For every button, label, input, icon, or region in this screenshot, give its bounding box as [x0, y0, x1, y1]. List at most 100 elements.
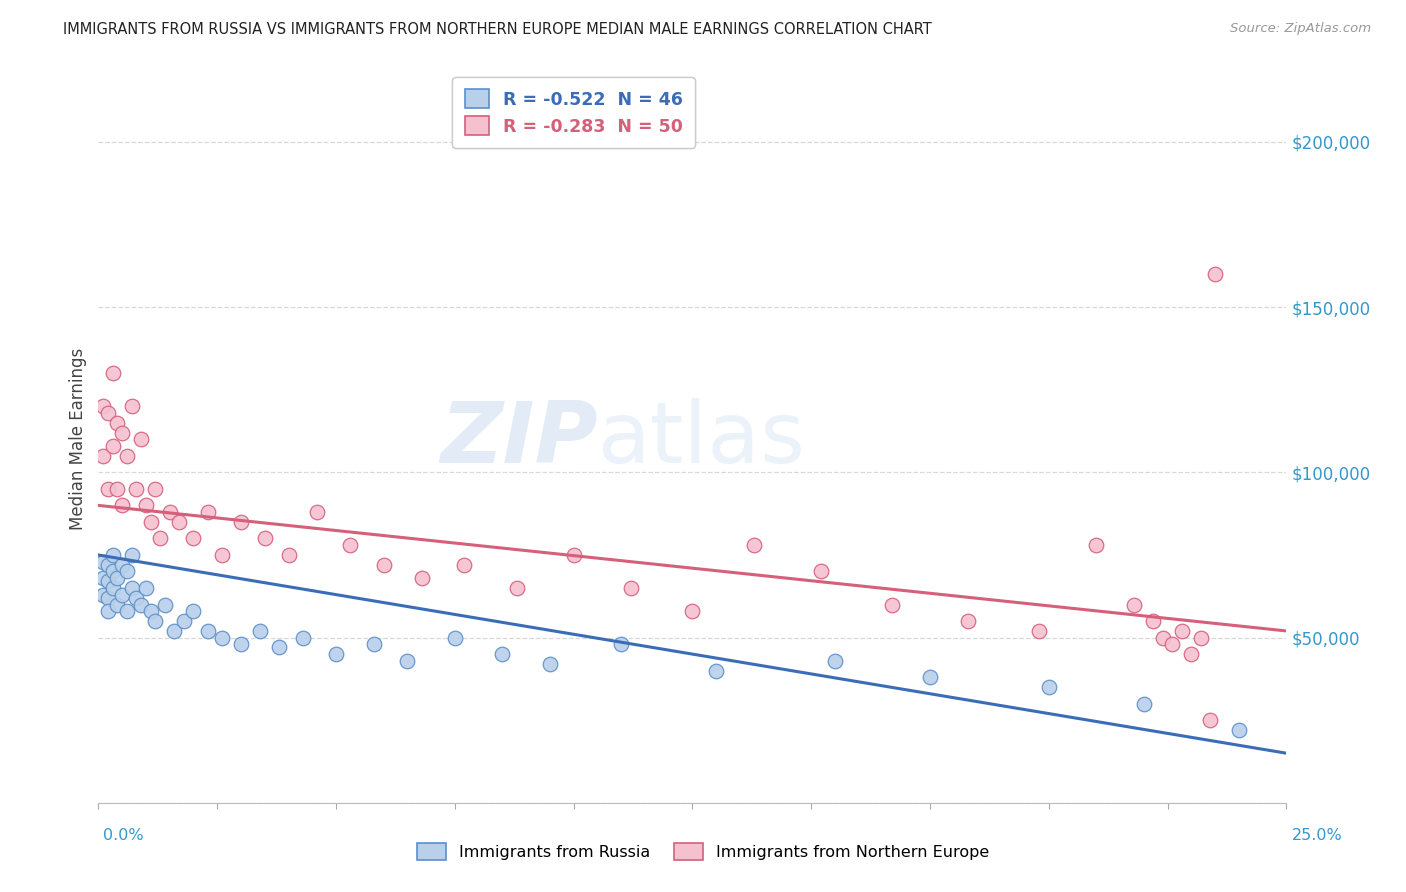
Point: [1152, 631, 1174, 645]
Point: [562, 548, 585, 562]
Point: [363, 637, 385, 651]
Point: [505, 581, 527, 595]
Point: [125, 591, 148, 605]
Point: [139, 515, 162, 529]
Text: Source: ZipAtlas.com: Source: ZipAtlas.com: [1230, 22, 1371, 36]
Point: [115, 604, 138, 618]
Point: [91, 555, 114, 569]
Point: [620, 581, 643, 595]
Point: [1028, 624, 1050, 638]
Point: [173, 614, 195, 628]
Point: [107, 571, 129, 585]
Point: [824, 654, 846, 668]
Point: [111, 558, 134, 572]
Text: atlas: atlas: [598, 398, 806, 481]
Point: [1038, 680, 1060, 694]
Point: [325, 647, 347, 661]
Legend: Immigrants from Russia, Immigrants from Northern Europe: Immigrants from Russia, Immigrants from …: [409, 835, 997, 868]
Point: [1123, 598, 1146, 612]
Point: [183, 604, 205, 618]
Point: [121, 581, 143, 595]
Point: [167, 515, 190, 529]
Point: [97, 558, 120, 572]
Point: [125, 482, 148, 496]
Text: ZIP: ZIP: [440, 398, 598, 481]
Point: [135, 581, 157, 595]
Point: [101, 565, 124, 579]
Point: [129, 432, 152, 446]
Point: [101, 581, 124, 595]
Point: [411, 571, 433, 585]
Legend: R = -0.522  N = 46, R = -0.283  N = 50: R = -0.522 N = 46, R = -0.283 N = 50: [453, 78, 695, 148]
Point: [396, 654, 419, 668]
Point: [1199, 713, 1222, 727]
Point: [277, 548, 299, 562]
Point: [139, 604, 162, 618]
Point: [145, 482, 167, 496]
Text: 25.0%: 25.0%: [1292, 828, 1343, 843]
Y-axis label: Median Male Earnings: Median Male Earnings: [69, 348, 87, 531]
Point: [111, 425, 134, 440]
Point: [704, 664, 727, 678]
Point: [111, 499, 134, 513]
Point: [149, 532, 172, 546]
Point: [197, 624, 219, 638]
Point: [1142, 614, 1164, 628]
Point: [97, 591, 120, 605]
Point: [253, 532, 276, 546]
Point: [129, 598, 152, 612]
Point: [211, 548, 233, 562]
Point: [121, 399, 143, 413]
Point: [1180, 647, 1202, 661]
Point: [115, 449, 138, 463]
Point: [1189, 631, 1212, 645]
Point: [249, 624, 271, 638]
Point: [880, 598, 903, 612]
Point: [742, 538, 765, 552]
Point: [211, 631, 233, 645]
Point: [101, 366, 124, 380]
Point: [453, 558, 475, 572]
Point: [920, 670, 942, 684]
Point: [121, 548, 143, 562]
Point: [101, 548, 124, 562]
Point: [183, 532, 205, 546]
Point: [107, 598, 129, 612]
Point: [91, 449, 114, 463]
Point: [229, 515, 252, 529]
Point: [267, 640, 290, 655]
Point: [135, 499, 157, 513]
Point: [107, 482, 129, 496]
Point: [91, 399, 114, 413]
Point: [1133, 697, 1156, 711]
Point: [957, 614, 980, 628]
Point: [305, 505, 328, 519]
Point: [810, 565, 832, 579]
Point: [197, 505, 219, 519]
Point: [163, 624, 186, 638]
Point: [145, 614, 167, 628]
Point: [373, 558, 395, 572]
Point: [444, 631, 467, 645]
Point: [1204, 267, 1226, 281]
Point: [229, 637, 252, 651]
Point: [1085, 538, 1108, 552]
Point: [159, 505, 181, 519]
Point: [491, 647, 513, 661]
Point: [97, 574, 120, 589]
Point: [97, 406, 120, 420]
Point: [101, 439, 124, 453]
Point: [111, 588, 134, 602]
Point: [1161, 637, 1184, 651]
Point: [339, 538, 361, 552]
Point: [291, 631, 314, 645]
Point: [538, 657, 561, 671]
Point: [153, 598, 176, 612]
Point: [681, 604, 703, 618]
Point: [97, 604, 120, 618]
Point: [1227, 723, 1250, 737]
Point: [91, 588, 114, 602]
Point: [91, 571, 114, 585]
Point: [115, 565, 138, 579]
Text: 0.0%: 0.0%: [103, 828, 143, 843]
